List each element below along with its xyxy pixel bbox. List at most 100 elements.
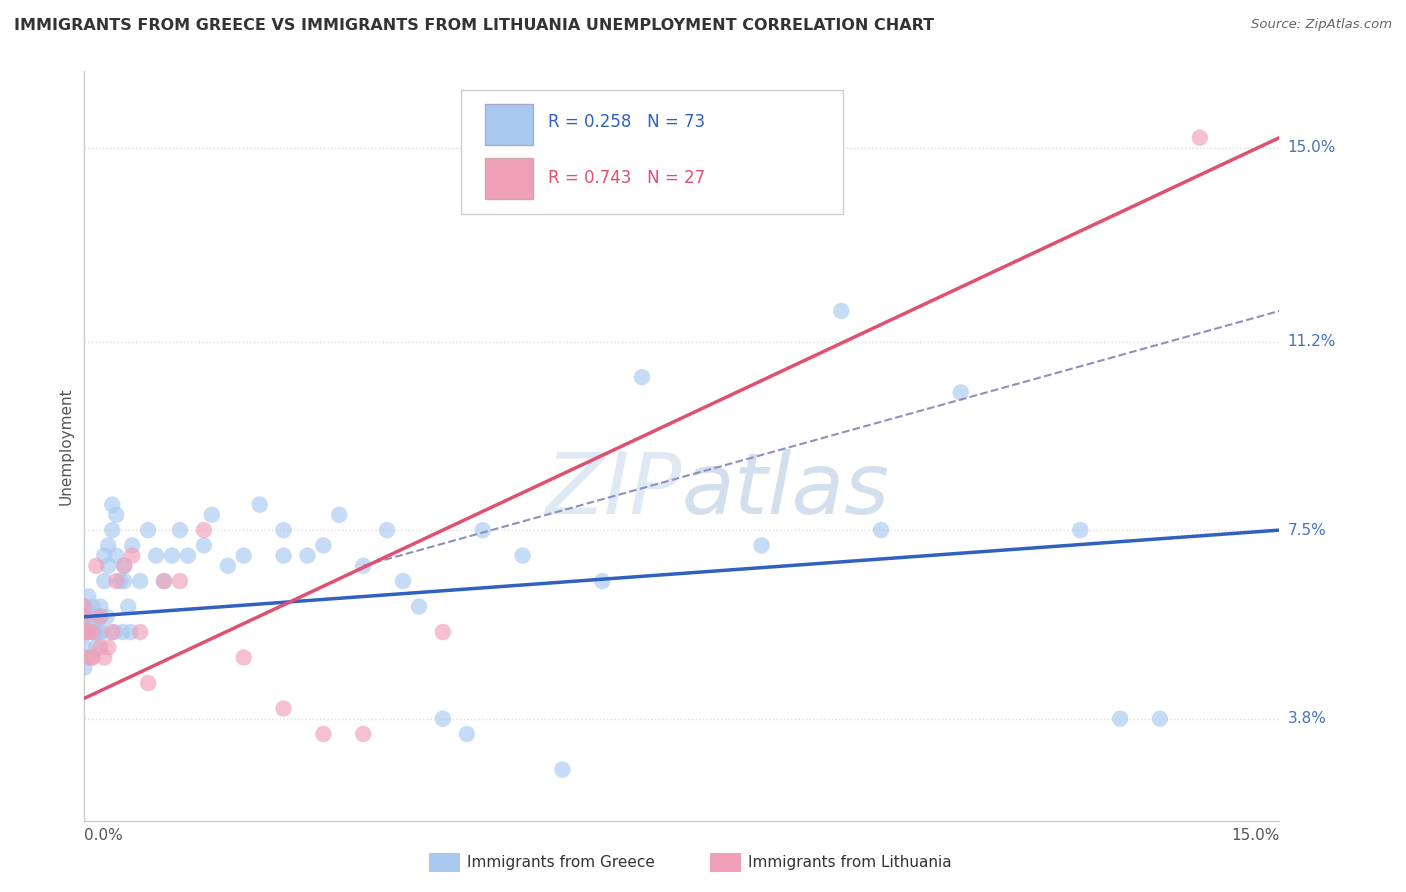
Point	[870, 523, 893, 537]
Point	[169, 523, 191, 537]
Point	[352, 558, 374, 573]
Text: 3.8%: 3.8%	[1288, 711, 1327, 726]
Text: ZIP: ZIP	[546, 450, 682, 533]
Point	[408, 599, 430, 614]
Point	[273, 549, 295, 563]
Point	[631, 370, 654, 384]
Point	[193, 523, 215, 537]
Point	[97, 538, 120, 552]
Point	[120, 625, 142, 640]
Point	[96, 609, 118, 624]
Point	[77, 625, 100, 640]
Point	[86, 558, 108, 573]
Text: 15.0%: 15.0%	[1288, 140, 1336, 155]
Point	[89, 640, 111, 655]
Point	[112, 574, 135, 588]
Point	[77, 625, 100, 640]
Point	[112, 558, 135, 573]
Point	[86, 640, 108, 655]
Point	[551, 763, 574, 777]
Point	[89, 609, 111, 624]
Point	[104, 625, 127, 640]
Point	[82, 650, 104, 665]
Point	[82, 650, 104, 665]
Point	[77, 609, 100, 624]
Text: 0.0%: 0.0%	[84, 829, 124, 843]
Point	[73, 599, 96, 614]
Point	[82, 599, 104, 614]
Text: IMMIGRANTS FROM GREECE VS IMMIGRANTS FROM LITHUANIA UNEMPLOYMENT CORRELATION CHA: IMMIGRANTS FROM GREECE VS IMMIGRANTS FRO…	[14, 18, 934, 33]
Point	[121, 549, 143, 563]
Point	[93, 549, 115, 563]
Point	[751, 538, 773, 552]
Point	[232, 549, 254, 563]
Point	[830, 304, 852, 318]
Point	[101, 498, 124, 512]
Point	[232, 650, 254, 665]
Point	[153, 574, 176, 588]
Point	[101, 523, 124, 537]
Point	[273, 701, 295, 715]
Point	[73, 625, 96, 640]
Point	[160, 549, 183, 563]
Point	[93, 574, 115, 588]
Point	[82, 609, 104, 624]
Point	[97, 640, 120, 655]
Text: R = 0.258   N = 73: R = 0.258 N = 73	[548, 113, 706, 131]
Point	[111, 625, 134, 640]
Point	[82, 625, 104, 640]
Point	[177, 549, 200, 563]
Point	[512, 549, 534, 563]
Point	[121, 538, 143, 552]
Point	[1069, 523, 1091, 537]
Point	[73, 609, 96, 624]
Point	[273, 523, 295, 537]
Point	[129, 625, 152, 640]
Point	[1188, 130, 1211, 145]
Text: Source: ZipAtlas.com: Source: ZipAtlas.com	[1251, 18, 1392, 31]
Point	[80, 625, 103, 640]
Point	[101, 625, 124, 640]
FancyBboxPatch shape	[485, 103, 533, 145]
FancyBboxPatch shape	[461, 90, 844, 214]
Y-axis label: Unemployment: Unemployment	[58, 387, 73, 505]
FancyBboxPatch shape	[485, 158, 533, 199]
Point	[73, 625, 96, 640]
Point	[352, 727, 374, 741]
Point	[432, 625, 454, 640]
Point	[90, 625, 112, 640]
Text: 7.5%: 7.5%	[1288, 523, 1326, 538]
Point	[77, 650, 100, 665]
Point	[89, 599, 111, 614]
Text: R = 0.743   N = 27: R = 0.743 N = 27	[548, 169, 706, 186]
Point	[145, 549, 167, 563]
Point	[193, 538, 215, 552]
Point	[73, 609, 96, 624]
Point	[249, 498, 271, 512]
Point	[86, 625, 108, 640]
Point	[73, 599, 96, 614]
Text: 15.0%: 15.0%	[1232, 829, 1279, 843]
Text: atlas: atlas	[682, 450, 890, 533]
Point	[456, 727, 478, 741]
Point	[82, 625, 104, 640]
Point	[136, 676, 159, 690]
Point	[73, 640, 96, 655]
Point	[105, 549, 128, 563]
Point	[83, 625, 105, 640]
Point	[591, 574, 613, 588]
Point	[312, 727, 335, 741]
Point	[949, 385, 972, 400]
Point	[112, 558, 135, 573]
Point	[297, 549, 319, 563]
Text: Immigrants from Lithuania: Immigrants from Lithuania	[748, 855, 952, 870]
Point	[97, 558, 120, 573]
Point	[169, 574, 191, 588]
Point	[89, 609, 111, 624]
Point	[117, 599, 139, 614]
Point	[1149, 712, 1171, 726]
Point	[1109, 712, 1132, 726]
Text: 11.2%: 11.2%	[1288, 334, 1336, 349]
Point	[217, 558, 239, 573]
Point	[375, 523, 398, 537]
